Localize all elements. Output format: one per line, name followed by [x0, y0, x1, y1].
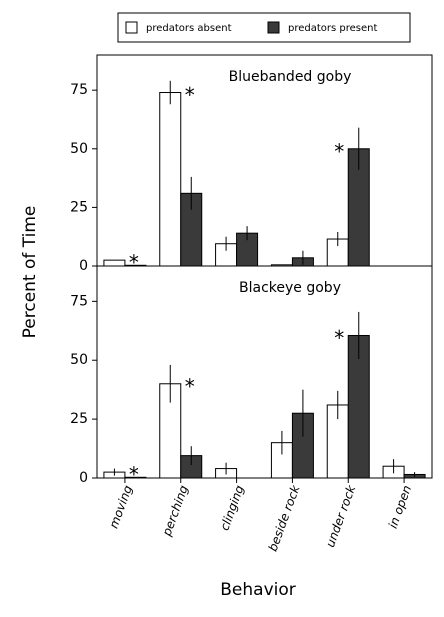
x-tick-label: in open	[386, 483, 414, 530]
x-axis-label: Behavior	[220, 580, 296, 600]
y-tick-label: 75	[70, 293, 88, 309]
x-tick-label: beside rock	[266, 482, 303, 553]
y-tick-label: 50	[70, 352, 88, 368]
significance-marker: *	[334, 139, 344, 163]
panel-title: Blackeye goby	[239, 280, 341, 296]
legend-swatch	[267, 21, 280, 34]
y-tick-label: 50	[70, 141, 88, 157]
x-tick-label: under rock	[323, 482, 359, 549]
legend-box	[117, 12, 411, 43]
y-tick-label: 25	[70, 199, 88, 215]
bar	[103, 259, 126, 267]
x-tick-label: clinging	[217, 483, 246, 532]
y-tick-label: 0	[79, 470, 88, 486]
panel-title: Bluebanded goby	[229, 69, 352, 85]
panel-frame	[96, 265, 433, 479]
significance-marker: *	[129, 251, 139, 275]
y-axis-label: Percent of Time	[20, 206, 40, 339]
y-tick-label: 75	[70, 82, 88, 98]
y-tick-label: 25	[70, 411, 88, 427]
significance-marker: *	[185, 83, 195, 107]
significance-marker: *	[334, 326, 344, 350]
x-tick-label: perching	[159, 483, 191, 539]
y-tick-label: 0	[79, 258, 88, 274]
legend-label: predators absent	[146, 23, 232, 34]
bar	[124, 476, 147, 479]
panel-frame	[96, 54, 433, 267]
legend-label: predators present	[288, 23, 377, 34]
significance-marker: *	[185, 374, 195, 398]
significance-marker: *	[129, 463, 139, 487]
legend-swatch	[125, 21, 138, 34]
x-tick-label: moving	[107, 483, 136, 530]
bar	[159, 92, 182, 267]
